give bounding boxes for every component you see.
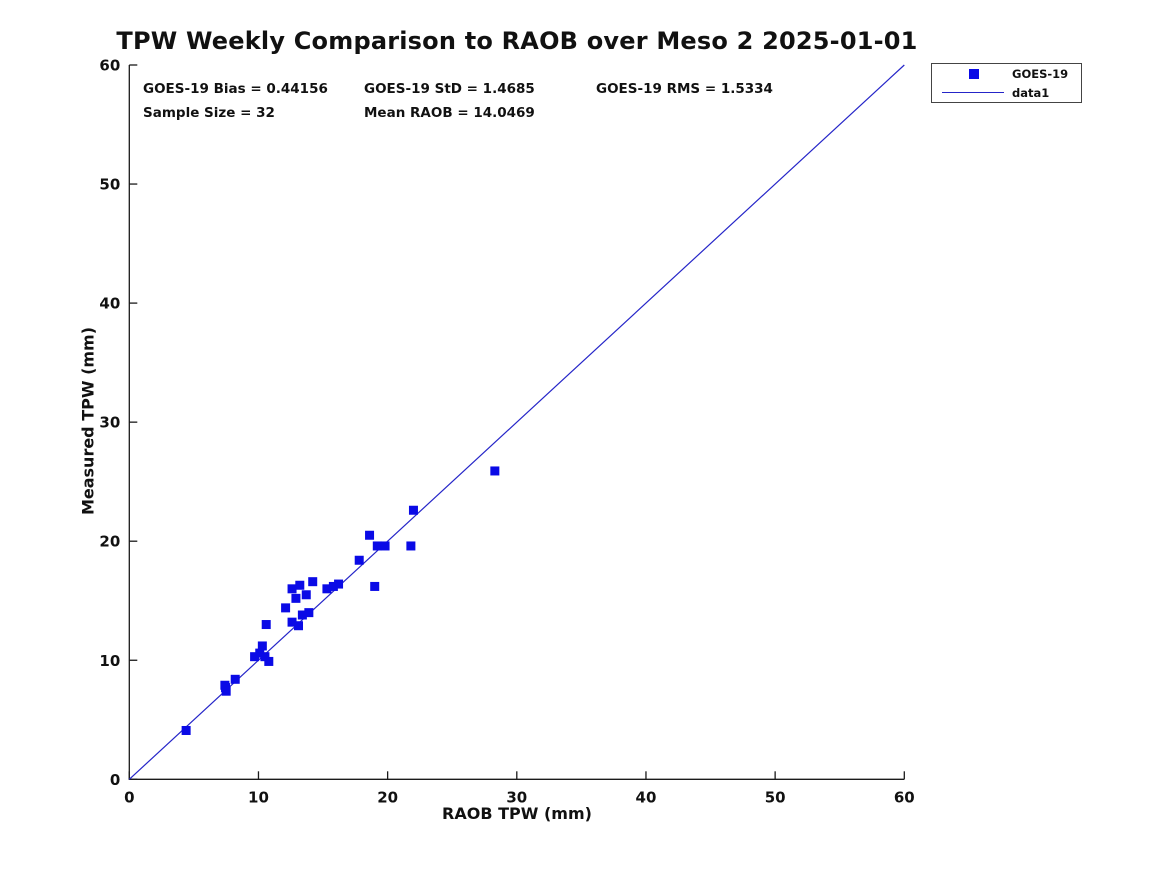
x-axis-ticks: 0 10 20 30 40 50 60 — [124, 771, 915, 806]
y-tick-label: 0 — [110, 771, 120, 789]
stat-sample-size: Sample Size = 32 — [143, 105, 275, 121]
y-tick-label: 20 — [99, 533, 120, 551]
data-point — [370, 581, 380, 591]
data-point — [230, 674, 240, 684]
legend-entry-data1: data1 — [932, 83, 1081, 102]
stat-bias: GOES-19 Bias = 0.44156 — [143, 81, 328, 97]
data-point — [261, 620, 271, 630]
stat-std: GOES-19 StD = 1.4685 — [364, 81, 535, 97]
legend-line-icon — [942, 92, 1004, 93]
data-point — [354, 555, 364, 565]
x-tick-label: 60 — [894, 788, 915, 806]
data-point — [181, 725, 191, 735]
y-axis-title: Measured TPW (mm) — [78, 326, 98, 516]
legend-label: data1 — [1012, 86, 1050, 100]
data-point — [255, 648, 265, 658]
stat-mean-raob: Mean RAOB = 14.0469 — [364, 105, 535, 121]
x-tick-label: 10 — [248, 788, 269, 806]
data-point — [490, 466, 500, 476]
data-point — [257, 641, 267, 651]
data-point — [221, 686, 231, 696]
data-point — [294, 621, 304, 631]
x-tick-label: 50 — [765, 788, 786, 806]
chart-title: TPW Weekly Comparison to RAOB over Meso … — [116, 27, 918, 55]
data-point — [301, 590, 311, 600]
stat-rms: GOES-19 RMS = 1.5334 — [596, 81, 773, 97]
data-point — [365, 530, 375, 540]
data-point — [380, 541, 390, 551]
data-point — [250, 652, 260, 662]
y-tick-label: 50 — [99, 176, 120, 194]
y-tick-label: 30 — [99, 414, 120, 432]
y-tick-label: 40 — [99, 295, 120, 313]
x-tick-label: 30 — [506, 788, 527, 806]
data-point — [334, 579, 344, 589]
legend-square-marker-icon — [969, 69, 979, 79]
y-tick-label: 10 — [99, 652, 120, 670]
y-axis-ticks: 0 10 20 30 40 50 60 — [99, 57, 138, 789]
data-point — [260, 652, 270, 662]
data-point — [295, 580, 305, 590]
data-point — [372, 541, 382, 551]
legend: GOES-19 data1 — [931, 63, 1082, 103]
data-point — [408, 505, 418, 515]
y-tick-label: 60 — [99, 57, 120, 75]
data-point — [328, 581, 338, 591]
data-point — [264, 656, 274, 666]
x-tick-label: 0 — [124, 788, 134, 806]
data-point — [297, 610, 307, 620]
data-point — [291, 593, 301, 603]
data-point — [281, 603, 291, 613]
legend-label: GOES-19 — [1012, 67, 1069, 81]
scatter-points — [181, 466, 500, 735]
data-point — [308, 577, 318, 587]
data-point — [322, 584, 332, 594]
x-axis-title: RAOB TPW (mm) — [442, 804, 592, 823]
x-tick-label: 20 — [377, 788, 398, 806]
data-point — [287, 584, 297, 594]
data-point — [406, 541, 416, 551]
legend-entry-goes19: GOES-19 — [932, 64, 1081, 83]
x-tick-label: 40 — [636, 788, 657, 806]
data-point — [304, 608, 314, 618]
identity-line — [128, 64, 905, 780]
data-point — [287, 617, 297, 627]
